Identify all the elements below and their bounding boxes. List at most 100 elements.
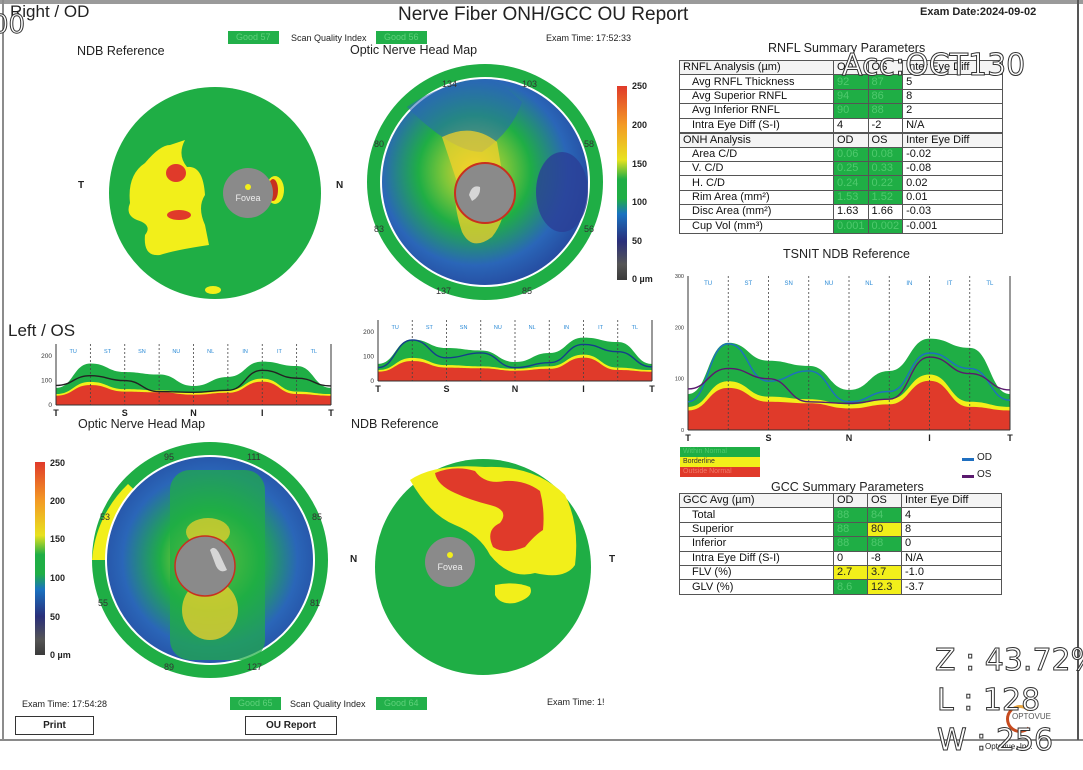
- od-onh-thickness-map: 134 103 58 56 85 137 83 80: [367, 64, 603, 300]
- tsnit-sector-label: SN: [460, 325, 468, 331]
- left-eye-label: Left / OS: [8, 321, 76, 340]
- exam-date: Exam Date:2024-09-02: [920, 6, 1037, 18]
- rnfl-row: Intra Eye Diff (S-I) 4 -2 N/A: [679, 117, 1004, 134]
- os-ndb-deviation-map: Fovea: [375, 459, 591, 675]
- os-onh-quality-badge: Good 65: [230, 697, 281, 710]
- ou-report-button[interactable]: OU Report: [245, 716, 337, 735]
- onh-od-value: 0.001: [833, 218, 869, 234]
- tsnit-sector-label: ST: [104, 349, 112, 355]
- scan-quality-label-bottom: Scan Quality Index: [290, 699, 366, 709]
- gcc-os-value: 84: [867, 507, 902, 523]
- rnfl-summary-table: RNFL Analysis (µm) OD OS Inter Eye Diff …: [679, 59, 1004, 234]
- os-ndb-nasal-label: N: [350, 554, 358, 565]
- rnfl-header-cell: Inter Eye Diff: [902, 59, 1004, 76]
- rnfl-header-row: RNFL Analysis (µm) OD OS Inter Eye Diff: [679, 59, 1004, 76]
- optovue-logo-icon: [1006, 705, 1034, 733]
- tsnit-od-trace: [377, 339, 653, 369]
- tsnit-x-tick-label: T: [649, 384, 655, 394]
- report-frame-bottom: [0, 739, 1083, 741]
- report-frame-right: [1077, 0, 1079, 740]
- os-onh-thickness-map: 95 111 85 81 127 89 55 53: [92, 442, 328, 678]
- tsnit-x-tick-label: N: [846, 433, 853, 443]
- rnfl-od-value: 4: [833, 117, 869, 134]
- os-colorbar: [35, 462, 45, 655]
- scan-quality-label-top: Scan Quality Index: [291, 33, 367, 43]
- rnfl-inter-eye-diff: 8: [902, 88, 1004, 105]
- os-onh-sector-values: 95 111 85 81 127 89 55 53: [98, 452, 322, 672]
- onh-inter-eye-diff: 0.02: [902, 175, 1004, 191]
- tsnit-sector-label: IT: [598, 325, 604, 331]
- tsnit-y-tick-label: 100: [41, 378, 52, 385]
- onh-inter-eye-diff: -0.03: [902, 204, 1004, 220]
- tsnit-sector-label: ST: [745, 281, 753, 287]
- tsnit-x-tick-label: S: [122, 408, 128, 418]
- od-colorbar-tick: 0 µm: [632, 274, 653, 284]
- os-sector-value: 55: [98, 598, 108, 608]
- gcc-od-value: 8.6: [833, 579, 868, 595]
- gcc-row: Inferior 88 88 0: [679, 536, 1002, 552]
- os-fovea-dot: [447, 552, 453, 558]
- rnfl-row: Avg RNFL Thickness 92 87 5: [679, 74, 1004, 90]
- tsnit-sector-label: IT: [277, 349, 283, 355]
- rnfl-os-value: 86: [867, 88, 904, 105]
- od-fovea-dot: [245, 184, 251, 190]
- gcc-row: GLV (%) 8.6 12.3 -3.7: [679, 579, 1002, 595]
- rnfl-row: Avg Superior RNFL 94 86 8: [679, 88, 1004, 105]
- os-sector-value: 95: [164, 452, 174, 462]
- os-onh-title: Optic Nerve Head Map: [78, 417, 206, 431]
- gcc-os-value: -8: [867, 550, 902, 566]
- od-line-swatch: [962, 458, 974, 461]
- onh-row-label: Cup Vol (mm³): [679, 218, 834, 234]
- tsnit-os-trace: [55, 369, 332, 394]
- optovue-brand: OPTOVUE: [1012, 712, 1051, 721]
- onh-row-label: V. C/D: [679, 160, 834, 177]
- od-exam-time: Exam Time: 17:52:33: [546, 33, 632, 43]
- onh-row: V. C/D 0.25 0.33 -0.08: [679, 160, 1004, 177]
- tsnit-sector-label: SN: [784, 281, 792, 287]
- od-colorbar-tick: 200: [632, 120, 648, 130]
- tsnit-y-tick-label: 300: [675, 274, 684, 280]
- onh-od-value: 0.06: [833, 146, 869, 162]
- onh-header-cell: OD: [833, 131, 869, 148]
- print-button[interactable]: Print: [15, 716, 94, 735]
- od-onh-thin-region: [407, 80, 522, 152]
- overlay-window: W : 256: [936, 723, 1054, 759]
- tsnit-x-tick-label: T: [1007, 433, 1013, 443]
- os-sector-value: 85: [312, 512, 322, 522]
- onh-row-label: Disc Area (mm²): [679, 204, 834, 220]
- os-fovea-label: Fovea: [437, 562, 462, 572]
- tsnit-sector-label: NL: [207, 349, 214, 355]
- tsnit-y-tick-label: 200: [675, 325, 684, 331]
- onh-row: Disc Area (mm²) 1.63 1.66 -0.03: [679, 204, 1004, 220]
- gcc-row: Total 88 84 4: [679, 507, 1002, 523]
- rnfl-od-value: 94: [833, 88, 869, 105]
- tsnit-y-tick-label: 0: [48, 402, 52, 409]
- tsnit-x-tick-label: I: [928, 433, 931, 443]
- onh-row: Rim Area (mm²) 1.53 1.52 0.01: [679, 189, 1004, 206]
- od-sector-value: 103: [522, 79, 537, 89]
- od-onh-disc: [454, 162, 516, 224]
- onh-header-row: ONH Analysis OD OS Inter Eye Diff: [679, 131, 1004, 148]
- onh-header-cell: OS: [867, 131, 904, 148]
- gcc-header-cell: OD: [833, 492, 868, 509]
- onh-header-cell: ONH Analysis: [679, 131, 834, 148]
- tsnit-x-tick-label: N: [512, 384, 519, 394]
- tsnit-y-tick-label: 0: [370, 378, 374, 385]
- os-sector-value: 81: [310, 598, 320, 608]
- rnfl-row-label: Avg RNFL Thickness: [679, 74, 834, 90]
- gcc-header-cell: Inter Eye Diff: [901, 492, 1002, 509]
- onh-inter-eye-diff: -0.08: [902, 160, 1004, 177]
- od-onh-quality-badge: Good 56: [376, 31, 427, 44]
- os-sector-value: 53: [100, 512, 110, 522]
- tsnit-sector-label: NU: [494, 325, 502, 331]
- os-ndb-temporal-label: T: [609, 554, 616, 565]
- od-ndb-borderline-region: [205, 286, 221, 294]
- rnfl-os-value: -2: [867, 117, 904, 134]
- rnfl-inter-eye-diff: 2: [902, 103, 1004, 119]
- tsnit-sector-label: NU: [825, 281, 834, 287]
- gcc-inter-eye-diff: N/A: [901, 550, 1002, 566]
- gcc-header-cell: GCC Avg (µm): [679, 492, 834, 509]
- onh-inter-eye-diff: 0.01: [902, 189, 1004, 206]
- os-ndb-title: NDB Reference: [351, 417, 439, 431]
